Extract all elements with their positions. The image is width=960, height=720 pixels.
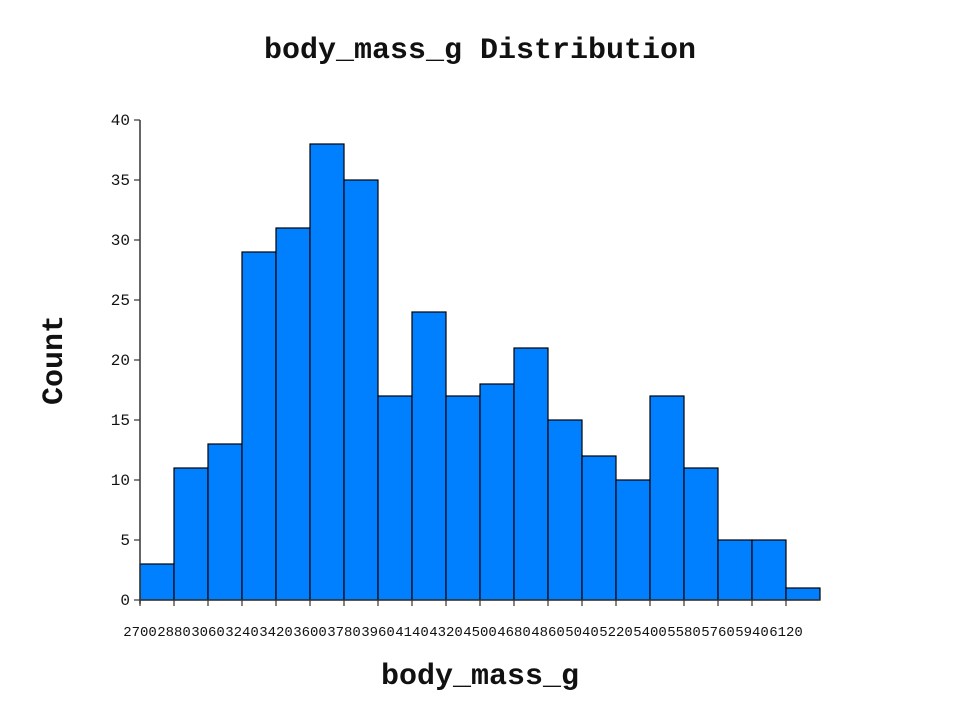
y-tick-label: 15 [111,412,130,430]
axes-group: 0 5 10 15 20 25 30 35 40 2700 2880 3060 3240 3420 3600… [111,112,820,641]
x-axis-label: body_mass_g [381,660,579,694]
y-tick-label: 10 [111,472,130,490]
x-tick-label: 4320 [429,625,463,641]
x-tick-label: 3420 [259,625,293,641]
x-tick-label: 5040 [565,625,599,641]
x-tick-label: 3780 [327,625,361,641]
histogram-bar [139,563,175,601]
histogram-bar [411,311,447,601]
histogram-bar [615,479,651,601]
bars-group [139,143,821,601]
x-tick-label: 2700 [123,625,157,641]
histogram-bar [173,467,209,601]
y-tick-label: 0 [120,592,130,610]
histogram-bar [275,227,311,601]
histogram-bar [785,587,821,601]
x-tick-label: 5400 [633,625,667,641]
x-tick-label: 3960 [361,625,395,641]
histogram-bar [479,383,515,601]
x-tick-label: 4500 [463,625,497,641]
histogram-bar [717,539,753,601]
y-tick-label: 20 [111,352,130,370]
histogram-bar [683,467,719,601]
x-tick-label: 6120 [769,625,803,641]
x-tick-label: 5580 [667,625,701,641]
histogram-bar [547,419,583,601]
histogram-bar [377,395,413,601]
x-tick-label: 5220 [599,625,633,641]
histogram-bar [207,443,243,601]
y-tick-label: 40 [111,112,130,130]
histogram-bar [751,539,787,601]
y-axis-label: Count [38,315,72,405]
histogram-bar [445,395,481,601]
y-tick-label: 25 [111,292,130,310]
x-tick-label: 5760 [701,625,735,641]
chart-title: body_mass_g Distribution [264,34,696,68]
x-tick-label: 3240 [225,625,259,641]
x-tick-label: 4680 [497,625,531,641]
x-tick-label: 4140 [395,625,429,641]
x-tick-label: 4860 [531,625,565,641]
histogram-bar [513,347,549,601]
histogram-bar [581,455,617,601]
y-tick-label: 35 [111,172,130,190]
x-tick-label: 5940 [735,625,769,641]
histogram-bar [309,143,345,601]
histogram-bar [343,179,379,601]
histogram-bar [241,251,277,601]
x-tick-label: 3600 [293,625,327,641]
x-tick-label: 2880 [157,625,191,641]
y-tick-label: 30 [111,232,130,250]
x-tick-label: 3060 [191,625,225,641]
histogram-bar [649,395,685,601]
y-tick-label: 5 [120,532,130,550]
